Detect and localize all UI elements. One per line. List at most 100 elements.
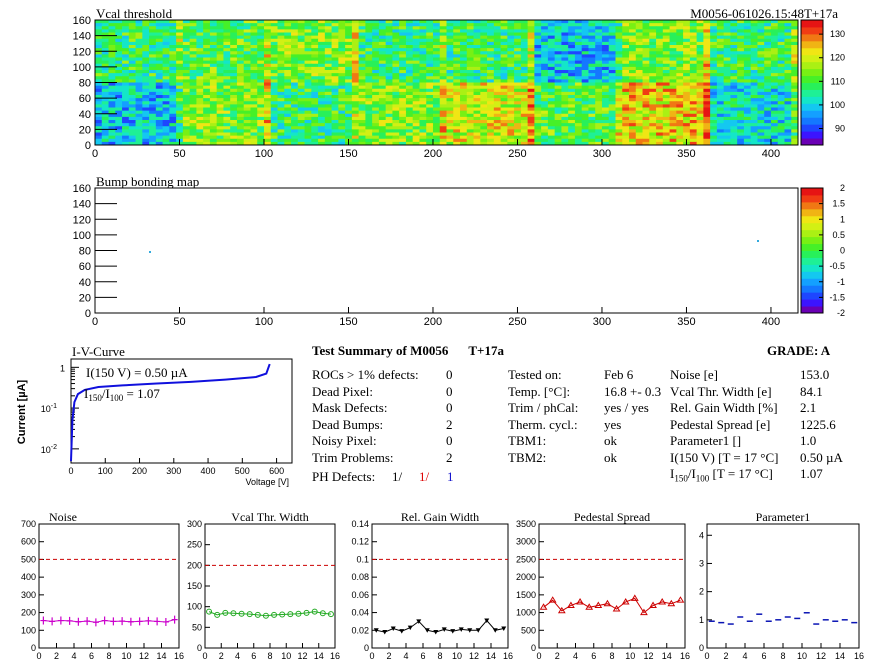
vcal-cell xyxy=(263,73,272,77)
vcal-cell xyxy=(791,57,799,62)
vcal-cell xyxy=(270,51,278,55)
vcal-cell xyxy=(547,141,556,146)
vcal-cell xyxy=(770,138,779,143)
vcal-cell xyxy=(243,135,251,140)
vcal-cell xyxy=(622,26,630,30)
vcal-cell xyxy=(162,126,170,130)
vcal-cell xyxy=(574,88,583,93)
vcal-cell xyxy=(331,135,339,140)
vcal-cell xyxy=(142,45,150,49)
vcal-cell xyxy=(784,38,792,43)
vcal-cell xyxy=(601,54,610,58)
vcal-cell xyxy=(480,129,488,133)
vcal-cell xyxy=(642,20,650,24)
vcal-cell xyxy=(554,95,562,99)
vcal-cell xyxy=(304,48,312,52)
vcal-cell xyxy=(338,132,346,137)
vcal-cell xyxy=(642,41,650,46)
vcal-cell xyxy=(277,116,285,121)
vcal-cell xyxy=(541,82,549,87)
vcal-cell xyxy=(473,138,481,143)
summary-left-value: 0 xyxy=(446,383,453,399)
vcal-cell xyxy=(446,45,454,49)
vcal-cell xyxy=(230,138,238,143)
vcal-cell xyxy=(142,54,150,58)
vcal-cell xyxy=(669,70,677,74)
vcal-cell xyxy=(378,98,387,102)
vcal-cell xyxy=(426,66,434,71)
mini-point xyxy=(75,617,82,626)
vcal-cell xyxy=(561,57,569,62)
vcal-cell xyxy=(426,132,434,137)
vcal-cell xyxy=(122,26,130,30)
vcal-cell xyxy=(574,45,583,49)
vcal-cell xyxy=(561,85,569,90)
vcal-cell xyxy=(432,60,441,65)
vcal-cell xyxy=(182,32,191,37)
vcal-cell xyxy=(554,48,562,52)
vcal-cell xyxy=(635,66,643,71)
vcal-cell xyxy=(203,126,211,130)
vcal-cell xyxy=(770,132,779,137)
vcal-cell xyxy=(480,63,488,68)
vcal-cell xyxy=(311,126,319,130)
vcal-cell xyxy=(777,38,785,43)
vcal-cell xyxy=(737,63,745,68)
vcal-cell xyxy=(696,41,704,46)
vcal-cell xyxy=(142,51,150,55)
vcal-cell xyxy=(683,70,691,74)
mini-point xyxy=(295,610,302,617)
vcal-cell xyxy=(223,141,231,146)
vcal-cell xyxy=(149,135,157,140)
vcal-cell xyxy=(419,79,427,83)
vcal-cell xyxy=(385,91,393,96)
vcal-cell xyxy=(257,54,265,58)
vcal-cell xyxy=(743,32,752,37)
vcal-cell xyxy=(574,51,583,55)
vcal-cell xyxy=(196,123,204,127)
vcal-cell xyxy=(554,45,562,49)
vcal-cell xyxy=(250,41,258,46)
vcal-cell xyxy=(223,70,231,74)
vcal-cell xyxy=(493,120,501,124)
vcal-cell xyxy=(784,66,792,71)
vcal-cell xyxy=(493,45,501,49)
vcal-cell xyxy=(182,26,191,30)
vcal-cell xyxy=(318,76,326,80)
vcal-cell xyxy=(399,113,407,118)
vcal-cell xyxy=(135,73,143,77)
vcal-cell xyxy=(453,57,461,62)
mini-point xyxy=(57,616,64,625)
vcal-cell xyxy=(784,141,792,146)
mini-xtick-label: 14 xyxy=(314,651,324,661)
vcal-cell xyxy=(568,123,576,127)
vcal-cell xyxy=(601,132,610,137)
vcal-cell xyxy=(142,107,150,112)
vcal-cell xyxy=(649,66,657,71)
vcal-cell xyxy=(574,73,583,77)
mini-xtick-label: 10 xyxy=(281,651,291,661)
vcal-cell xyxy=(372,91,380,96)
vcal-cell xyxy=(547,79,556,83)
vcal-cell xyxy=(466,57,474,62)
vcal-cell xyxy=(209,95,218,99)
vcal-cell xyxy=(284,57,292,62)
vcal-cell xyxy=(500,98,508,102)
vcal-cell xyxy=(480,85,488,90)
vcal-cell xyxy=(500,70,508,74)
vcal-cell xyxy=(743,82,752,87)
vcal-cell xyxy=(710,129,718,133)
mini-series-line xyxy=(208,611,331,617)
vcal-cell xyxy=(568,38,576,43)
vcal-cell xyxy=(196,45,204,49)
vcal-cell xyxy=(547,54,556,58)
vcal-cell xyxy=(176,132,184,137)
vcal-cell xyxy=(750,141,758,146)
vcal-cell xyxy=(534,138,542,143)
vcal-cell xyxy=(649,32,657,37)
vcal-cell xyxy=(534,60,542,65)
vcal-cell xyxy=(236,101,245,105)
vcal-cell xyxy=(216,51,224,55)
vcal-cell xyxy=(791,85,799,90)
